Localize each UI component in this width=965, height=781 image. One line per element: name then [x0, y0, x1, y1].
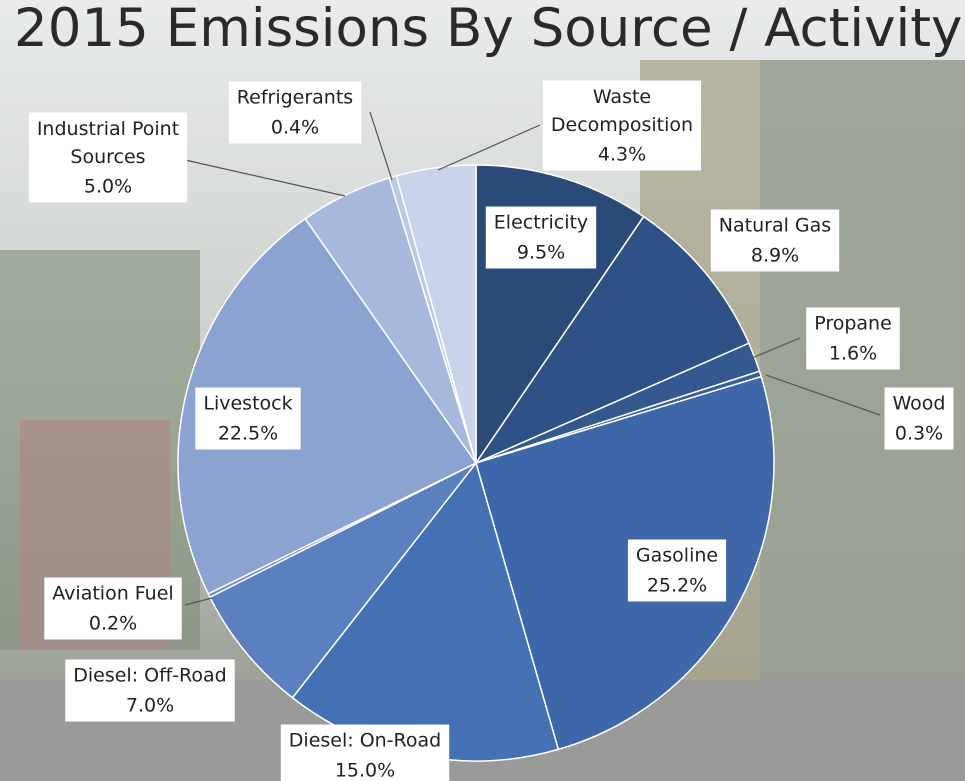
value-label: 22.5% — [218, 423, 278, 445]
category-label: Livestock — [203, 393, 292, 415]
value-label: 0.3% — [895, 423, 943, 445]
category-label: Electricity — [494, 212, 588, 234]
value-label: 0.2% — [89, 613, 137, 635]
category-label: Refrigerants — [237, 87, 353, 109]
label-line: Decomposition — [551, 114, 693, 136]
data-label: Propane 1.6% — [806, 308, 900, 370]
category-label: Wood — [893, 393, 946, 415]
category-label: Aviation Fuel — [52, 583, 173, 605]
value-label: 9.5% — [517, 242, 565, 264]
category-label: Propane — [814, 313, 892, 335]
data-label: Electricity 9.5% — [486, 207, 596, 269]
data-label: Wood 0.3% — [885, 388, 954, 450]
value-label: 5.0% — [84, 176, 132, 198]
chart-title: 2015 Emissions By Source / Activity — [14, 0, 962, 59]
data-label: Industrial Point Sources 5.0% — [29, 113, 187, 203]
data-label: Aviation Fuel 0.2% — [44, 578, 181, 640]
category-label: Natural Gas — [719, 215, 831, 237]
label-line: Waste — [593, 86, 651, 108]
data-label: Diesel: Off-Road 7.0% — [65, 660, 234, 722]
value-label: 8.9% — [751, 245, 799, 267]
data-label: Waste Decomposition 4.3% — [543, 81, 701, 171]
data-label: Refrigerants 0.4% — [229, 82, 361, 144]
data-label: Livestock 22.5% — [195, 388, 300, 450]
label-line: Industrial Point — [37, 118, 179, 140]
value-label: 0.4% — [271, 117, 319, 139]
data-label: Gasoline 25.2% — [628, 540, 726, 602]
value-label: 7.0% — [126, 695, 174, 717]
data-label: Diesel: On-Road 15.0% — [281, 725, 449, 781]
category-label: Gasoline — [636, 545, 718, 567]
chart: 2015 Emissions By Source / Activity Elec… — [0, 0, 965, 781]
value-label: 1.6% — [829, 343, 877, 365]
value-label: 25.2% — [647, 575, 707, 597]
category-label: Diesel: Off-Road — [73, 665, 226, 687]
data-label: Natural Gas 8.9% — [711, 210, 839, 272]
value-label: 4.3% — [598, 144, 646, 166]
value-label: 15.0% — [335, 760, 395, 781]
category-label: Diesel: On-Road — [289, 730, 441, 752]
label-line: Sources — [70, 146, 145, 168]
